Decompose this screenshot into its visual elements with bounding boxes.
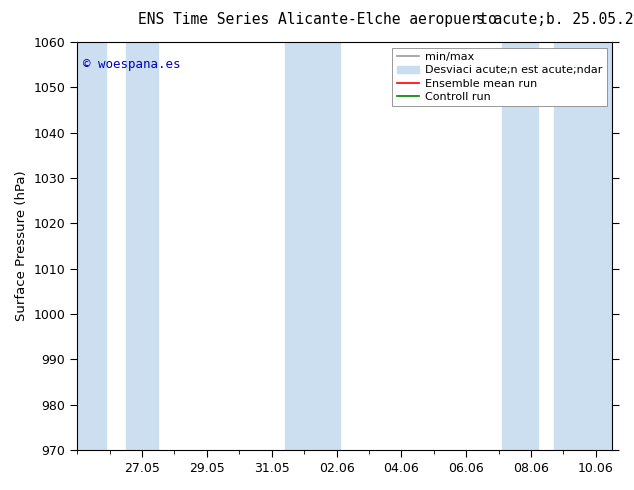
- Y-axis label: Surface Pressure (hPa): Surface Pressure (hPa): [15, 171, 28, 321]
- Bar: [502, 42, 538, 450]
- Bar: [126, 42, 158, 450]
- Bar: [77, 42, 107, 450]
- Bar: [285, 42, 340, 450]
- Text: © woespana.es: © woespana.es: [82, 58, 180, 72]
- Bar: [553, 42, 612, 450]
- Text: s acute;b. 25.05.2024 04 UTC: s acute;b. 25.05.2024 04 UTC: [476, 12, 634, 27]
- Legend: min/max, Desviaci acute;n est acute;ndar, Ensemble mean run, Controll run: min/max, Desviaci acute;n est acute;ndar…: [392, 48, 607, 106]
- Text: ENS Time Series Alicante-Elche aeropuerto: ENS Time Series Alicante-Elche aeropuert…: [138, 12, 496, 27]
